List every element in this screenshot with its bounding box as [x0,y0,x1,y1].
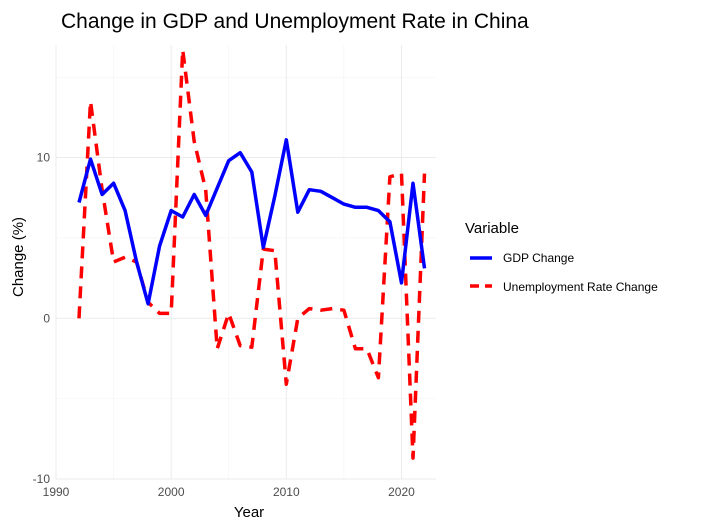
x-axis-ticks: 1990 2000 2010 2020 [43,485,415,499]
y-tick-label--10: -10 [33,472,51,486]
series-line-gdp-change [77,138,427,306]
y-axis-label: Change (%) [10,217,27,297]
major-gridlines [55,45,436,480]
chart-title: Change in GDP and Unemployment Rate in C… [61,10,529,33]
legend-label-unemployment-rate-change: Unemployment Rate Change [503,280,658,294]
x-tick-label-2010: 2010 [273,485,300,499]
legend-label-gdp-change: GDP Change [503,251,574,265]
legend: Variable GDP Change Unemployment Rate Ch… [465,220,658,294]
x-tick-label-2020: 2020 [388,485,415,499]
y-axis-ticks: -10 0 10 [33,151,51,486]
x-tick-label-1990: 1990 [43,485,70,499]
y-tick-label-0: 0 [43,311,50,325]
y-tick-label-10: 10 [37,151,51,165]
x-axis-label: Year [234,504,264,521]
minor-gridlines [56,45,436,479]
series-layer [77,48,427,460]
legend-title: Variable [465,220,519,237]
x-tick-label-2000: 2000 [158,485,185,499]
